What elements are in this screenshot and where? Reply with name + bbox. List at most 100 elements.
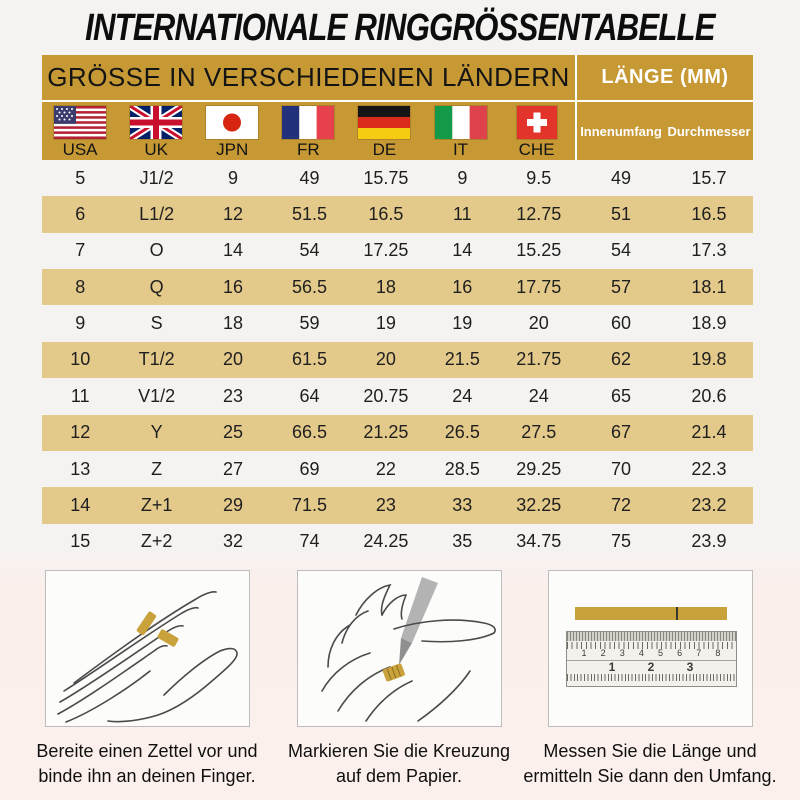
- scale-number: 2: [600, 648, 606, 658]
- scale-number: 7: [696, 648, 702, 658]
- size-cell: 20.75: [363, 385, 409, 406]
- paper-strip: [574, 607, 727, 620]
- country-label: UK: [144, 140, 168, 159]
- ruler-hatch-band: [566, 632, 736, 641]
- size-cell: 19.8: [691, 349, 727, 370]
- size-cell: 28.5: [444, 458, 480, 479]
- step-3-caption: Messen Sie die Länge und ermitteln Sie d…: [523, 741, 777, 786]
- size-cell: 18.9: [691, 313, 727, 334]
- size-cell: 21.4: [691, 422, 727, 443]
- size-cell: 49: [610, 167, 631, 188]
- pen-mark: [676, 607, 679, 620]
- size-cell: 71.5: [291, 494, 327, 515]
- size-cell: 9: [75, 313, 86, 334]
- size-cell: 64: [299, 385, 320, 406]
- size-cell: 72: [610, 494, 631, 515]
- scale-number: 2: [647, 660, 655, 674]
- size-table-row: 5 J1/2 9 49 15.75 9 9.5 49 15.7: [42, 160, 753, 196]
- column-header-innenumfang: Innenumfang: [580, 123, 662, 139]
- size-cell: 20: [223, 349, 244, 370]
- size-cell: 8: [75, 276, 86, 297]
- size-cell: 27.5: [521, 422, 557, 443]
- instruction-step-2: Markieren Sie die Kreuzung auf dem Papie…: [264, 570, 534, 789]
- size-cell: 21.5: [444, 349, 480, 370]
- size-cell: 24: [452, 385, 473, 406]
- size-cell: 29.25: [516, 458, 562, 479]
- size-cell: Z+1: [140, 494, 173, 515]
- size-cell: 29: [223, 494, 244, 515]
- size-cell: V1/2: [138, 385, 176, 406]
- size-table-row: 11 V1/2 23 64 20.75 24 24 65 20.6: [42, 378, 753, 414]
- size-cell: 12: [70, 422, 91, 443]
- size-cell: 20.6: [691, 385, 727, 406]
- size-cell: 32.25: [516, 494, 562, 515]
- size-cell: 24: [528, 385, 549, 406]
- size-cell: 18: [223, 313, 244, 334]
- size-cell: 23: [223, 385, 244, 406]
- size-cell: O: [149, 240, 164, 261]
- size-cell: 69: [299, 458, 320, 479]
- table-subheader-row: USA UK: [42, 102, 753, 160]
- size-cell: 65: [610, 385, 631, 406]
- size-table-row: 6 L1/2 12 51.5 16.5 11 12.75 51 16.5: [42, 196, 753, 233]
- size-cell: 60: [610, 313, 631, 334]
- size-cell: 6: [75, 204, 86, 225]
- italy-flag-icon: [434, 106, 487, 139]
- size-cell: 11: [452, 204, 472, 225]
- page-title-text: INTERNATIONALE RINGGRÖSSENTABELLE: [85, 6, 715, 49]
- size-cell: 23: [375, 494, 396, 515]
- size-cell: 67: [610, 422, 631, 443]
- size-cell: 18.1: [691, 276, 727, 297]
- hand-drawing: [56, 591, 238, 723]
- header-sizes: GRÖSSE IN VERSCHIEDENEN LÄNDERN: [42, 55, 577, 100]
- size-cell: 16.5: [691, 204, 727, 225]
- size-cell: 49: [299, 167, 320, 188]
- size-table-row: 13 Z 27 69 22 28.5 29.25 70 22.3: [42, 451, 753, 487]
- size-cell: 35: [452, 531, 473, 552]
- country-label: DE: [372, 140, 397, 159]
- france-flag-icon: [282, 106, 335, 139]
- size-cell: 24.25: [363, 531, 409, 552]
- size-cell: J1/2: [139, 167, 174, 188]
- size-cell: 17.75: [516, 276, 562, 297]
- size-cell: 25: [223, 422, 244, 443]
- size-cell: S: [150, 313, 163, 334]
- column-header-de: DE: [346, 102, 422, 160]
- size-cell: 16.5: [368, 204, 404, 225]
- size-cell: 17.25: [363, 240, 409, 261]
- size-cell: 16: [452, 276, 473, 297]
- size-cell: 7: [75, 240, 86, 261]
- size-cell: 11: [70, 385, 90, 406]
- hands-and-pen-drawing: [320, 577, 496, 722]
- size-cell: 19: [375, 313, 396, 334]
- uk-flag-icon: [130, 106, 183, 139]
- size-cell: 20: [528, 313, 549, 334]
- country-label: USA: [62, 140, 98, 159]
- size-cell: T1/2: [138, 349, 175, 370]
- usa-flag-icon: [54, 106, 107, 139]
- size-table-row: 9 S 18 59 19 19 20 60 18.9: [42, 305, 753, 341]
- scale-number: 8: [715, 648, 721, 658]
- size-cell: 14: [452, 240, 473, 261]
- size-cell: 23.9: [691, 531, 727, 552]
- size-cell: Q: [149, 276, 164, 297]
- size-cell: 33: [452, 494, 473, 515]
- size-cell: 13: [70, 458, 91, 479]
- step-2-caption: Markieren Sie die Kreuzung auf dem Papie…: [287, 741, 511, 786]
- size-table-row: 15 Z+2 32 74 24.25 35 34.75 75 23.9: [42, 524, 753, 560]
- size-cell: 32: [223, 531, 244, 552]
- size-cell: Z+2: [140, 531, 173, 552]
- ruler-scale-bottom: 1 2 3: [567, 661, 736, 674]
- size-cell: 17.3: [691, 240, 727, 261]
- size-cell: 5: [75, 167, 86, 188]
- column-header-jpn: JPN: [194, 102, 270, 160]
- size-cell: 21.25: [363, 422, 409, 443]
- size-cell: 51: [610, 204, 631, 225]
- size-cell: Z: [151, 458, 163, 479]
- size-cell: 54: [299, 240, 320, 261]
- size-cell: 9: [228, 167, 239, 188]
- size-cell: 15.25: [516, 240, 562, 261]
- marking-with-pen-illustration: [296, 570, 502, 727]
